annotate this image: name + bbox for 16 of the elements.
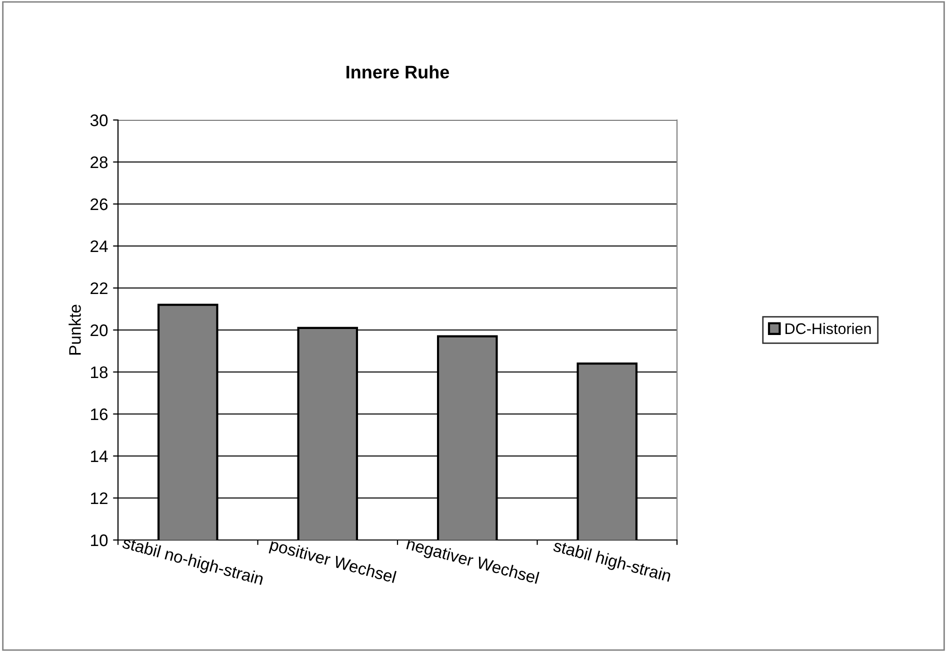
- y-tick-label: 10: [91, 534, 108, 546]
- y-tick-label: 24: [90, 240, 108, 252]
- x-tick-label: negativer Wechsel: [405, 537, 540, 588]
- y-axis-title: Punkte: [68, 304, 81, 355]
- x-tick-label: positiver Wechsel: [268, 538, 396, 586]
- y-tick-label: 14: [91, 450, 108, 462]
- y-tick-label: 22: [90, 282, 108, 294]
- y-tick-label: 18: [91, 366, 108, 378]
- y-tick-label: 20: [90, 324, 108, 336]
- y-tick-label: 16: [91, 408, 108, 420]
- y-tick-label: 30: [90, 114, 108, 126]
- y-tick-label: 26: [90, 198, 108, 210]
- y-tick-label: 12: [91, 492, 108, 504]
- y-tick-label: 28: [90, 156, 108, 168]
- chart-title: Innere Ruhe: [346, 65, 450, 79]
- legend-label: DC-Historien: [786, 322, 871, 334]
